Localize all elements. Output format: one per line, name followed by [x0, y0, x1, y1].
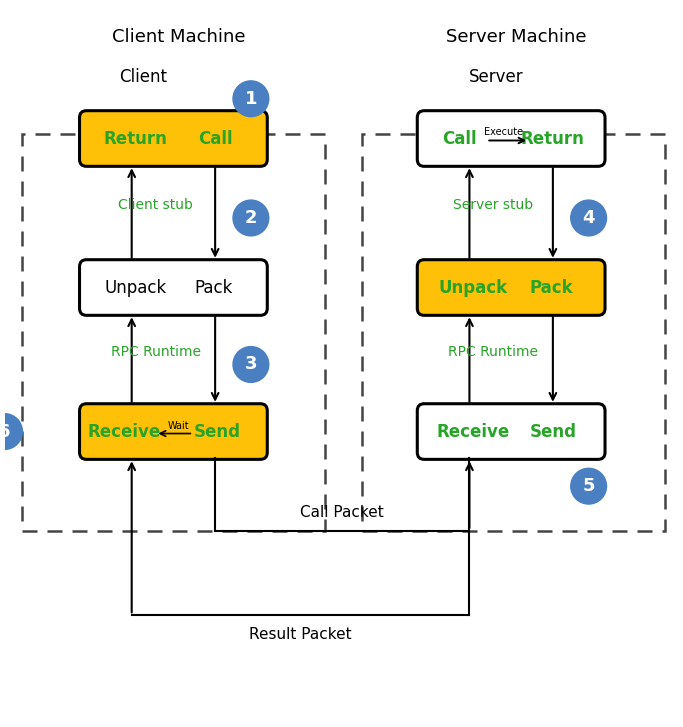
Text: Wait: Wait: [167, 421, 189, 430]
Circle shape: [233, 81, 269, 116]
Text: Unpack: Unpack: [439, 278, 508, 297]
FancyBboxPatch shape: [79, 403, 267, 459]
Text: Client Machine: Client Machine: [111, 28, 245, 47]
Text: RPC Runtime: RPC Runtime: [111, 345, 201, 358]
Text: 3: 3: [245, 356, 257, 374]
Text: Call: Call: [198, 129, 232, 148]
Text: Server: Server: [469, 68, 524, 86]
Text: 2: 2: [245, 209, 257, 227]
FancyBboxPatch shape: [417, 111, 605, 166]
FancyBboxPatch shape: [417, 260, 605, 316]
Text: Send: Send: [529, 422, 576, 441]
Text: Execute: Execute: [484, 126, 522, 137]
Text: Server stub: Server stub: [454, 198, 533, 212]
Text: Return: Return: [104, 129, 167, 148]
FancyBboxPatch shape: [79, 111, 267, 166]
Text: Pack: Pack: [194, 278, 232, 297]
Text: Pack: Pack: [529, 278, 573, 297]
Text: 1: 1: [245, 89, 257, 108]
Text: Call Packet: Call Packet: [301, 505, 384, 520]
Text: Client: Client: [120, 68, 167, 86]
Text: Result Packet: Result Packet: [249, 627, 352, 642]
Circle shape: [233, 347, 269, 382]
Circle shape: [0, 414, 23, 449]
Circle shape: [233, 200, 269, 236]
Text: 4: 4: [583, 209, 595, 227]
Text: Server Machine: Server Machine: [446, 28, 587, 47]
FancyBboxPatch shape: [79, 260, 267, 316]
Circle shape: [571, 200, 607, 236]
Circle shape: [571, 468, 607, 504]
Text: RPC Runtime: RPC Runtime: [448, 345, 538, 358]
Text: Call: Call: [442, 129, 477, 148]
Text: Receive: Receive: [87, 422, 161, 441]
Text: Send: Send: [193, 422, 240, 441]
FancyBboxPatch shape: [417, 403, 605, 459]
Text: Receive: Receive: [436, 422, 510, 441]
Text: Client stub: Client stub: [118, 198, 193, 212]
Text: Unpack: Unpack: [104, 278, 167, 297]
Text: 6: 6: [0, 422, 11, 441]
Text: 5: 5: [583, 477, 595, 495]
Text: Return: Return: [521, 129, 585, 148]
